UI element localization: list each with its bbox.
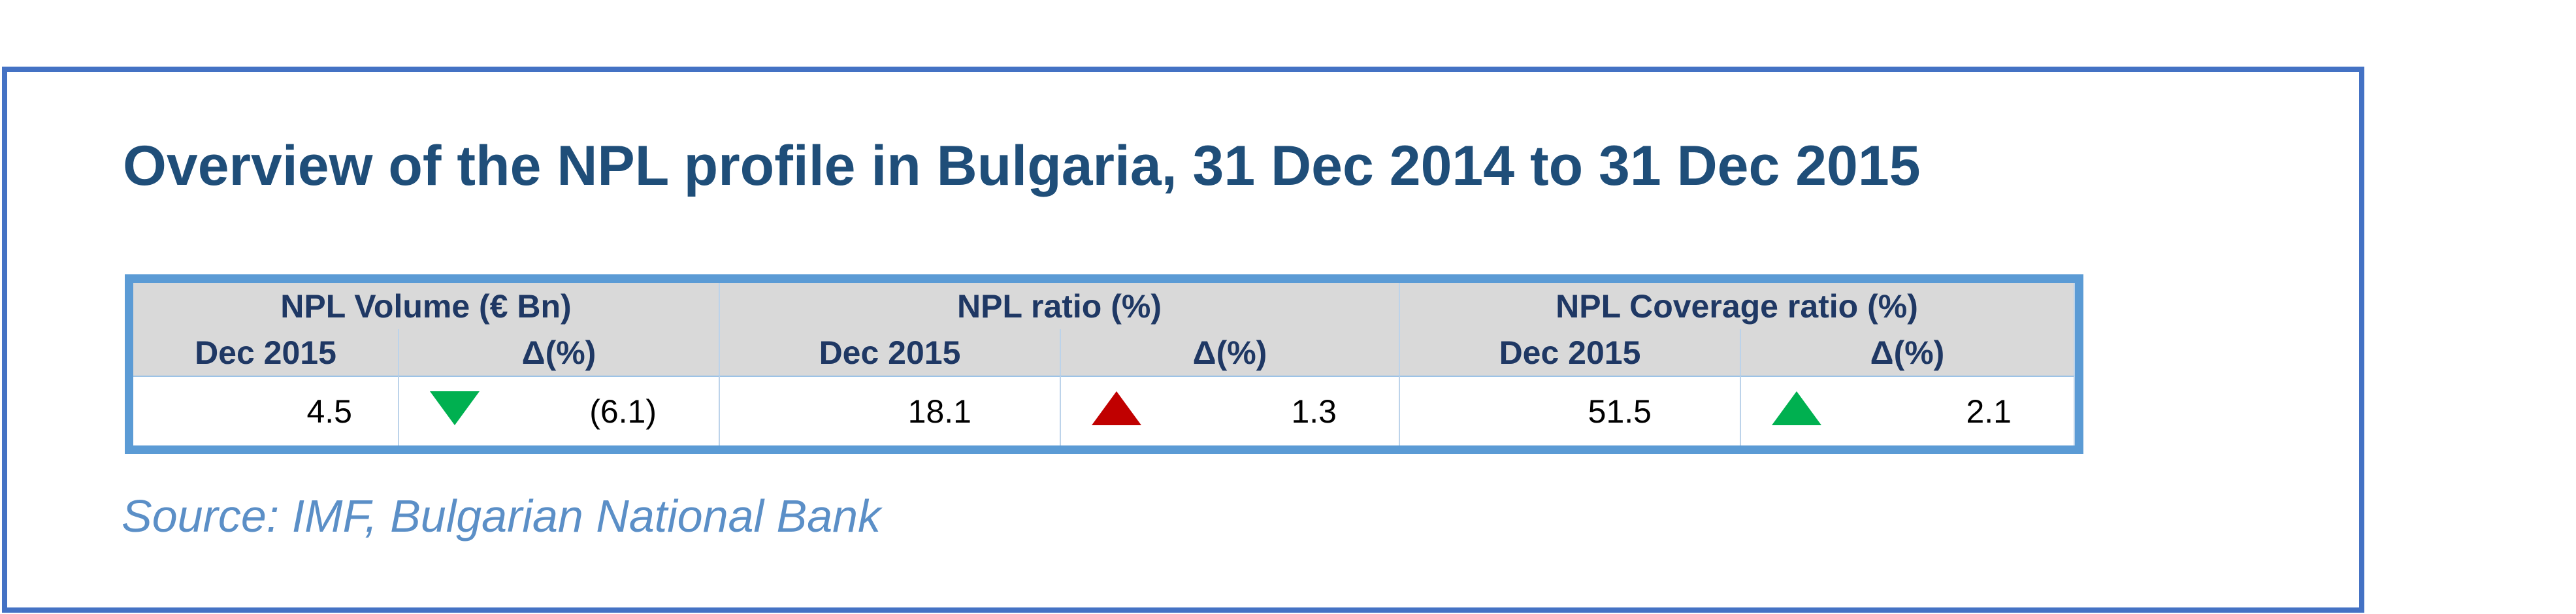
triangle	[430, 391, 480, 425]
value-cell: (6.1)	[399, 376, 720, 445]
title: Overview of the NPL profile in Bulgaria,…	[123, 135, 1921, 197]
value: (6.1)	[589, 393, 657, 430]
sub-header: Δ(%)	[399, 329, 720, 376]
trend-indicator	[1092, 391, 1141, 425]
sub-header: Dec 2015	[133, 329, 399, 376]
group-header: NPL Volume (€ Bn)	[133, 283, 720, 329]
group-header: NPL ratio (%)	[720, 283, 1400, 329]
value: 18.1	[907, 393, 971, 430]
value: 2.1	[1966, 393, 2012, 430]
value-cell: 51.5	[1400, 376, 1741, 445]
value-cell: 18.1	[720, 376, 1061, 445]
value: 1.3	[1291, 393, 1337, 430]
trend-indicator	[1772, 391, 1821, 425]
triangle	[1772, 391, 1821, 425]
frame	[2, 67, 2364, 613]
value-cell: 2.1	[1741, 376, 2075, 445]
source: Source: IMF, Bulgarian National Bank	[122, 491, 881, 541]
value-cell: 1.3	[1061, 376, 1400, 445]
sub-header: Δ(%)	[1061, 329, 1400, 376]
value-cell: 4.5	[133, 376, 399, 445]
value: 51.5	[1588, 393, 1652, 430]
table: NPL Volume (€ Bn) NPL ratio (%) NPL Covera…	[125, 274, 2083, 454]
group-header: NPL Coverage ratio (%)	[1400, 283, 2075, 329]
sub-header: Dec 2015	[1400, 329, 1741, 376]
value: 4.5	[306, 393, 352, 430]
sub-header: Dec 2015	[720, 329, 1061, 376]
trend-indicator	[430, 391, 480, 425]
triangle	[1092, 391, 1141, 425]
sub-header: Δ(%)	[1741, 329, 2075, 376]
